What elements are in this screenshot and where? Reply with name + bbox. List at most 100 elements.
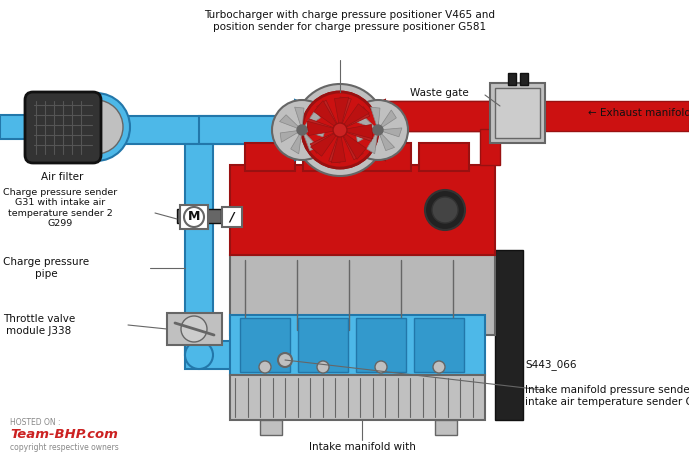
- Circle shape: [185, 341, 213, 369]
- Polygon shape: [307, 121, 334, 135]
- Bar: [0, 115, 33, 139]
- Bar: [230, 315, 485, 375]
- Polygon shape: [380, 110, 396, 128]
- Bar: [185, 144, 213, 355]
- Polygon shape: [343, 104, 369, 127]
- Bar: [508, 73, 516, 85]
- Text: copyright respective owners: copyright respective owners: [10, 443, 119, 452]
- Polygon shape: [340, 97, 351, 125]
- Bar: [414, 318, 464, 372]
- Text: M: M: [188, 211, 200, 223]
- Bar: [298, 318, 348, 372]
- Bar: [167, 313, 222, 345]
- Polygon shape: [307, 119, 336, 130]
- Circle shape: [278, 353, 292, 367]
- FancyBboxPatch shape: [25, 92, 101, 163]
- Text: Charge pressure
pipe: Charge pressure pipe: [3, 257, 89, 279]
- Polygon shape: [295, 107, 304, 126]
- Circle shape: [432, 197, 458, 223]
- Text: Turbocharger with charge pressure positioner V465 and
position sender for charge: Turbocharger with charge pressure positi…: [205, 10, 495, 32]
- Text: S443_066: S443_066: [525, 360, 577, 371]
- Bar: [490, 83, 545, 143]
- Circle shape: [425, 190, 465, 230]
- Polygon shape: [305, 110, 320, 128]
- Polygon shape: [291, 134, 302, 154]
- Circle shape: [294, 84, 386, 176]
- Circle shape: [181, 316, 207, 342]
- Polygon shape: [382, 128, 402, 137]
- Polygon shape: [280, 115, 299, 129]
- Bar: [98, 116, 274, 144]
- Text: /: /: [229, 211, 234, 223]
- Polygon shape: [342, 134, 363, 160]
- Polygon shape: [344, 106, 370, 128]
- Text: Intake manifold pressure sender G71 with
intake air temperature sender G42: Intake manifold pressure sender G71 with…: [525, 385, 689, 407]
- Text: ← Exhaust manifold: ← Exhaust manifold: [588, 108, 689, 118]
- Bar: [361, 143, 411, 171]
- Circle shape: [69, 100, 123, 154]
- Bar: [199, 116, 406, 144]
- Bar: [303, 143, 353, 171]
- Bar: [490, 101, 545, 131]
- Circle shape: [297, 125, 307, 135]
- Circle shape: [62, 93, 130, 161]
- Circle shape: [272, 100, 332, 160]
- Polygon shape: [344, 130, 373, 141]
- Circle shape: [259, 361, 271, 373]
- Bar: [230, 375, 485, 420]
- Text: HOSTED ON :: HOSTED ON :: [10, 418, 61, 427]
- Text: Charge pressure sender
G31 with intake air
temperature sender 2
G299: Charge pressure sender G31 with intake a…: [3, 188, 117, 228]
- Circle shape: [184, 207, 204, 227]
- Bar: [260, 420, 282, 435]
- Circle shape: [317, 361, 329, 373]
- Circle shape: [348, 100, 408, 160]
- Bar: [230, 255, 495, 335]
- Circle shape: [304, 94, 376, 166]
- Bar: [378, 101, 689, 131]
- Polygon shape: [367, 134, 378, 154]
- Polygon shape: [371, 107, 380, 126]
- Bar: [177, 209, 221, 223]
- Polygon shape: [280, 130, 298, 142]
- Bar: [480, 129, 500, 165]
- Bar: [419, 143, 469, 171]
- Bar: [240, 318, 290, 372]
- Bar: [180, 205, 208, 229]
- Text: Air filter: Air filter: [41, 172, 83, 182]
- Bar: [435, 420, 457, 435]
- Bar: [378, 101, 490, 131]
- Polygon shape: [356, 130, 375, 142]
- Bar: [222, 207, 242, 227]
- Bar: [185, 341, 260, 369]
- Circle shape: [334, 124, 346, 136]
- Bar: [495, 250, 523, 420]
- Bar: [230, 165, 495, 255]
- Polygon shape: [329, 135, 340, 163]
- Text: Intake manifold with
charge air cooler: Intake manifold with charge air cooler: [309, 442, 415, 453]
- Circle shape: [333, 123, 347, 137]
- Polygon shape: [310, 132, 336, 153]
- Circle shape: [302, 92, 378, 168]
- Circle shape: [433, 361, 445, 373]
- Polygon shape: [334, 97, 349, 124]
- Text: Waste gate: Waste gate: [410, 88, 469, 98]
- Bar: [495, 88, 540, 138]
- Polygon shape: [331, 136, 346, 163]
- Bar: [356, 318, 406, 372]
- Text: Team-BHP.com: Team-BHP.com: [10, 428, 118, 441]
- Polygon shape: [303, 133, 318, 150]
- Polygon shape: [295, 100, 325, 160]
- Polygon shape: [313, 101, 337, 126]
- Polygon shape: [311, 133, 336, 156]
- Circle shape: [375, 361, 387, 373]
- Polygon shape: [380, 133, 395, 150]
- Text: Throttle valve
module J338: Throttle valve module J338: [3, 314, 75, 336]
- Polygon shape: [355, 100, 385, 160]
- Polygon shape: [317, 100, 338, 126]
- Bar: [245, 143, 295, 171]
- Circle shape: [373, 125, 383, 135]
- Polygon shape: [343, 134, 367, 159]
- Polygon shape: [306, 128, 326, 137]
- Polygon shape: [346, 125, 373, 139]
- Bar: [520, 73, 528, 85]
